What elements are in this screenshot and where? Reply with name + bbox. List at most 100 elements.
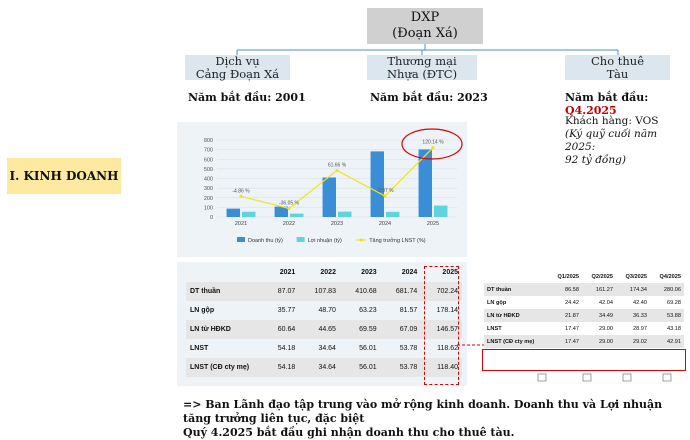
row-label: LNST [487,325,502,332]
client-name: Khách hàng: VOS [565,115,659,127]
annual-row: LN gộp 35.77 48.70 63.23 81.57 178.14 [186,301,462,320]
legend-swatch [237,237,245,242]
org-child-port: Dịch vụ Cảng Đoạn Xá [185,55,290,81]
start-year-ship: Năm bắt đầu: Q4.2025 [565,91,690,117]
cell-value: 146.57 [436,326,458,333]
quarter-header-row: Q1/2025 Q2/2025 Q3/2025 Q4/2025 [484,270,684,283]
x-tick-label: 2021 [235,221,247,227]
org-child-ship-line1: Cho thuê [590,54,645,68]
cell-value: 36.33 [633,312,647,319]
col-2023: 2023 [361,269,377,276]
cell-value: 29.00 [599,325,613,332]
bar-profit [338,211,352,217]
cell-value: 56.01 [359,345,377,352]
bar-revenue [274,206,288,217]
col-2025: 2025 [442,269,458,276]
y-tick-label: 500 [204,167,213,173]
org-child-port-line2: Cảng Đoạn Xá [195,67,280,81]
row-label: LN gộp [190,307,215,314]
conclusion: => Ban Lãnh đạo tập trung vào mở rộng ki… [183,398,688,440]
annual-table-wrap: 2021 2022 2023 2024 2025 DT thuần 87.07 10… [186,263,462,377]
annual-row: DT thuần 87.07 107.83 410.68 681.74 702.24 [186,282,462,301]
y-tick-label: 400 [204,177,213,183]
row-label: LN từ HĐKD [487,312,520,319]
revenue-profit-chart: 0 100 200 300 400 500 600 700 800 2021 2022 2023 202… [204,138,457,244]
start-label: Năm bắt đầu: [565,91,649,104]
growth-point [287,206,291,211]
quarter-row: LNST (CĐ cty mẹ) 17.47 29.00 29.02 42.91 [484,335,684,348]
cell-value: 34.64 [318,364,336,371]
legend-label: Doanh thu (tỷ) [248,237,283,244]
y-tick-label: 600 [204,157,213,163]
row-label: LN từ HĐKD [190,326,231,333]
cell-value: 17.47 [565,338,579,345]
quarter-row: LN gộp 24.42 42.04 42.40 69.28 [484,296,684,309]
growth-data-label: -3.97 % [376,188,394,194]
row-label: DT thuần [487,286,512,293]
col-q4: Q4/2025 [659,273,681,280]
col-q3: Q3/2025 [625,273,647,280]
growth-point [335,168,339,173]
header-blank [186,263,264,282]
quarter-row: DT thuần 86.58 161.27 174.34 280.06 [484,283,684,296]
org-child-plastic-line1: Thương mại [387,54,457,68]
conclusion-line1: => Ban Lãnh đạo tập trung vào mở rộng ki… [183,398,663,425]
y-tick-label: 300 [204,186,213,192]
conclusion-line2: Quý 4.2025 bắt đầu ghi nhận doanh thu ch… [183,426,515,439]
cell-value: 34.64 [318,345,336,352]
annual-table-panel [177,262,467,386]
cell-value: 69.28 [667,299,681,306]
lnst-parent-highlight-box [482,349,686,371]
start-label: Năm bắt đầu: [370,91,454,104]
cell-value: 69.59 [359,326,377,333]
cell-value: 118.40 [437,364,458,371]
deposit-note: (Ký quỹ cuối năm 2025: [565,128,658,153]
org-connectors [236,44,619,55]
cell-value: 42.91 [667,338,681,345]
cell-value: 53.88 [667,312,681,319]
cell-value: 21.87 [565,312,579,319]
start-year-plastic: Năm bắt đầu: 2023 [370,91,488,104]
org-root-subtitle: (Đoạn Xá) [392,26,458,41]
col-2022: 2022 [320,269,336,276]
cell-value: 702.24 [436,288,458,295]
bar-revenue [226,208,240,217]
cell-value: 42.40 [633,299,647,306]
cell-value: 161.27 [595,286,613,293]
highlight-2025-dashed-box [424,266,459,385]
annual-financial-table: 2021 2022 2023 2024 2025 DT thuần 87.07 10… [186,263,462,377]
cell-value: 42.04 [599,299,613,306]
start-value: Q4.2025 [565,104,617,117]
row-label: DT thuần [190,288,221,295]
legend-label: Lợi nhuận (tỷ) [308,237,342,244]
cell-value: 63.23 [359,307,377,314]
growth-point [431,146,435,150]
cell-value: 35.77 [277,307,296,314]
cell-value: 118.62 [437,345,458,352]
cell-value: 410.68 [355,288,377,295]
cell-value: 107.83 [314,288,336,295]
cell-value: 53.78 [399,364,418,371]
cell-value: 28.97 [633,325,647,332]
growth-data-label: 120.14 % [422,140,444,146]
cell-value: 53.78 [399,345,418,352]
col-q2: Q2/2025 [591,273,613,280]
cell-value: 86.58 [565,286,579,293]
cell-value: 34.49 [599,312,613,319]
x-tick-label: 2022 [283,221,295,227]
org-child-plastic-line2: Nhựa (ĐTC) [386,67,458,81]
bar-profit [242,211,256,217]
org-root-title: DXP [410,10,440,25]
legend-swatch-dot [359,238,363,242]
cell-value: 24.42 [565,299,579,306]
org-child-ship-line2: Tàu [606,67,629,81]
growth-point [383,194,387,198]
x-tick-label: 2024 [379,221,391,227]
cell-value: 17.47 [565,325,579,332]
section-label: I. KINH DOANH [7,158,121,194]
bar-profit [386,211,400,217]
cell-value: 174.34 [629,286,647,293]
x-tick-label: 2023 [331,221,343,227]
y-tick-label: 800 [204,138,213,144]
y-tick-label: 700 [204,148,213,154]
